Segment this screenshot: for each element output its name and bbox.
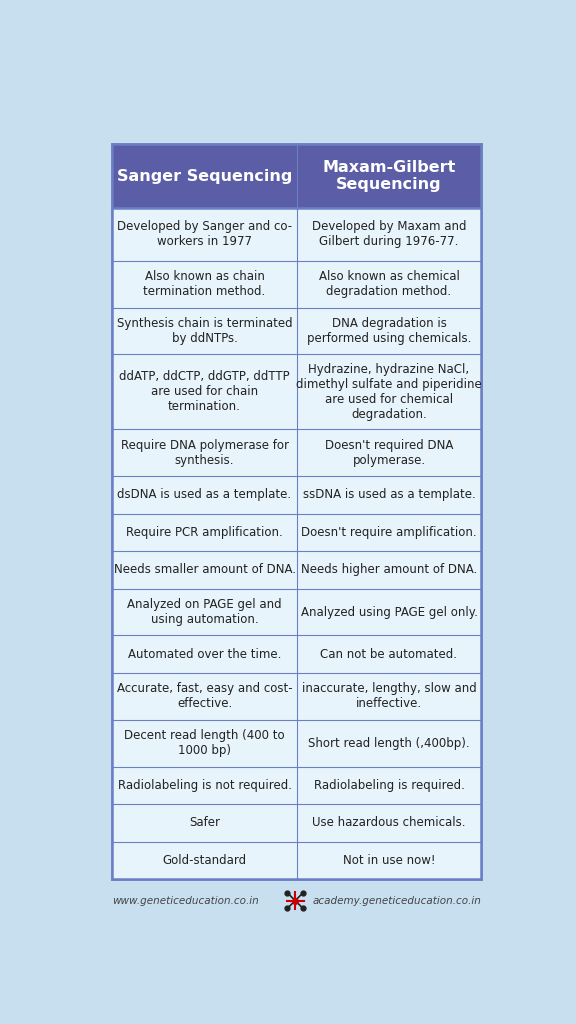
FancyBboxPatch shape xyxy=(112,476,297,514)
Text: Use hazardous chemicals.: Use hazardous chemicals. xyxy=(312,816,466,829)
Text: Safer: Safer xyxy=(189,816,220,829)
FancyBboxPatch shape xyxy=(112,589,297,636)
Text: Also known as chemical
degradation method.: Also known as chemical degradation metho… xyxy=(319,270,460,298)
FancyBboxPatch shape xyxy=(297,589,481,636)
Text: Sanger Sequencing: Sanger Sequencing xyxy=(117,169,292,183)
Text: Analyzed using PAGE gel only.: Analyzed using PAGE gel only. xyxy=(301,605,478,618)
FancyBboxPatch shape xyxy=(112,636,297,673)
Text: Doesn't require amplification.: Doesn't require amplification. xyxy=(301,526,477,539)
Text: ddATP, ddCTP, ddGTP, ddTTP
are used for chain
termination.: ddATP, ddCTP, ddGTP, ddTTP are used for … xyxy=(119,371,290,414)
FancyBboxPatch shape xyxy=(112,767,297,804)
FancyBboxPatch shape xyxy=(297,636,481,673)
FancyBboxPatch shape xyxy=(112,144,481,879)
FancyBboxPatch shape xyxy=(297,767,481,804)
FancyBboxPatch shape xyxy=(112,842,297,879)
Text: academy.geneticeducation.co.in: academy.geneticeducation.co.in xyxy=(312,896,481,905)
Text: Automated over the time.: Automated over the time. xyxy=(128,647,281,660)
FancyBboxPatch shape xyxy=(112,551,297,589)
FancyBboxPatch shape xyxy=(297,307,481,354)
Text: Decent read length (400 to
1000 bp): Decent read length (400 to 1000 bp) xyxy=(124,729,285,757)
Text: Synthesis chain is terminated
by ddNTPs.: Synthesis chain is terminated by ddNTPs. xyxy=(117,317,293,345)
FancyBboxPatch shape xyxy=(112,514,297,551)
Text: DNA degradation is
performed using chemicals.: DNA degradation is performed using chemi… xyxy=(307,317,471,345)
FancyBboxPatch shape xyxy=(297,261,481,307)
FancyBboxPatch shape xyxy=(297,208,481,261)
Text: Needs higher amount of DNA.: Needs higher amount of DNA. xyxy=(301,563,477,577)
FancyBboxPatch shape xyxy=(112,720,297,767)
Text: www.geneticeducation.co.in: www.geneticeducation.co.in xyxy=(112,896,259,905)
FancyBboxPatch shape xyxy=(297,429,481,476)
Text: Radiolabeling is not required.: Radiolabeling is not required. xyxy=(118,779,291,792)
Text: Analyzed on PAGE gel and
using automation.: Analyzed on PAGE gel and using automatio… xyxy=(127,598,282,626)
Text: Developed by Maxam and
Gilbert during 1976-77.: Developed by Maxam and Gilbert during 19… xyxy=(312,220,466,248)
Text: Accurate, fast, easy and cost-
effective.: Accurate, fast, easy and cost- effective… xyxy=(117,682,293,711)
FancyBboxPatch shape xyxy=(112,673,297,720)
Text: dsDNA is used as a template.: dsDNA is used as a template. xyxy=(118,488,291,502)
Text: Gold-standard: Gold-standard xyxy=(162,854,247,866)
Text: Require PCR amplification.: Require PCR amplification. xyxy=(126,526,283,539)
Text: Hydrazine, hydrazine NaCl,
dimethyl sulfate and piperidine
are used for chemical: Hydrazine, hydrazine NaCl, dimethyl sulf… xyxy=(296,362,482,421)
FancyBboxPatch shape xyxy=(112,144,481,208)
Text: Also known as chain
termination method.: Also known as chain termination method. xyxy=(143,270,266,298)
FancyBboxPatch shape xyxy=(297,354,481,429)
Text: Maxam-Gilbert
Sequencing: Maxam-Gilbert Sequencing xyxy=(323,160,456,193)
FancyBboxPatch shape xyxy=(297,842,481,879)
FancyBboxPatch shape xyxy=(112,804,297,842)
FancyBboxPatch shape xyxy=(297,720,481,767)
Text: Not in use now!: Not in use now! xyxy=(343,854,435,866)
FancyBboxPatch shape xyxy=(112,307,297,354)
FancyBboxPatch shape xyxy=(297,476,481,514)
Text: Radiolabeling is required.: Radiolabeling is required. xyxy=(313,779,464,792)
Text: Needs smaller amount of DNA.: Needs smaller amount of DNA. xyxy=(113,563,295,577)
FancyBboxPatch shape xyxy=(297,551,481,589)
FancyBboxPatch shape xyxy=(112,354,297,429)
Text: inaccurate, lengthy, slow and
ineffective.: inaccurate, lengthy, slow and ineffectiv… xyxy=(302,682,476,711)
FancyBboxPatch shape xyxy=(297,804,481,842)
Text: Can not be automated.: Can not be automated. xyxy=(320,647,457,660)
FancyBboxPatch shape xyxy=(297,673,481,720)
FancyBboxPatch shape xyxy=(112,429,297,476)
Text: Require DNA polymerase for
synthesis.: Require DNA polymerase for synthesis. xyxy=(120,438,289,467)
FancyBboxPatch shape xyxy=(297,514,481,551)
FancyBboxPatch shape xyxy=(112,261,297,307)
Text: ssDNA is used as a template.: ssDNA is used as a template. xyxy=(302,488,475,502)
FancyBboxPatch shape xyxy=(112,208,297,261)
Text: Developed by Sanger and co-
workers in 1977: Developed by Sanger and co- workers in 1… xyxy=(117,220,292,248)
Text: Doesn't required DNA
polymerase.: Doesn't required DNA polymerase. xyxy=(325,438,453,467)
Text: Short read length (,400bp).: Short read length (,400bp). xyxy=(308,736,470,750)
